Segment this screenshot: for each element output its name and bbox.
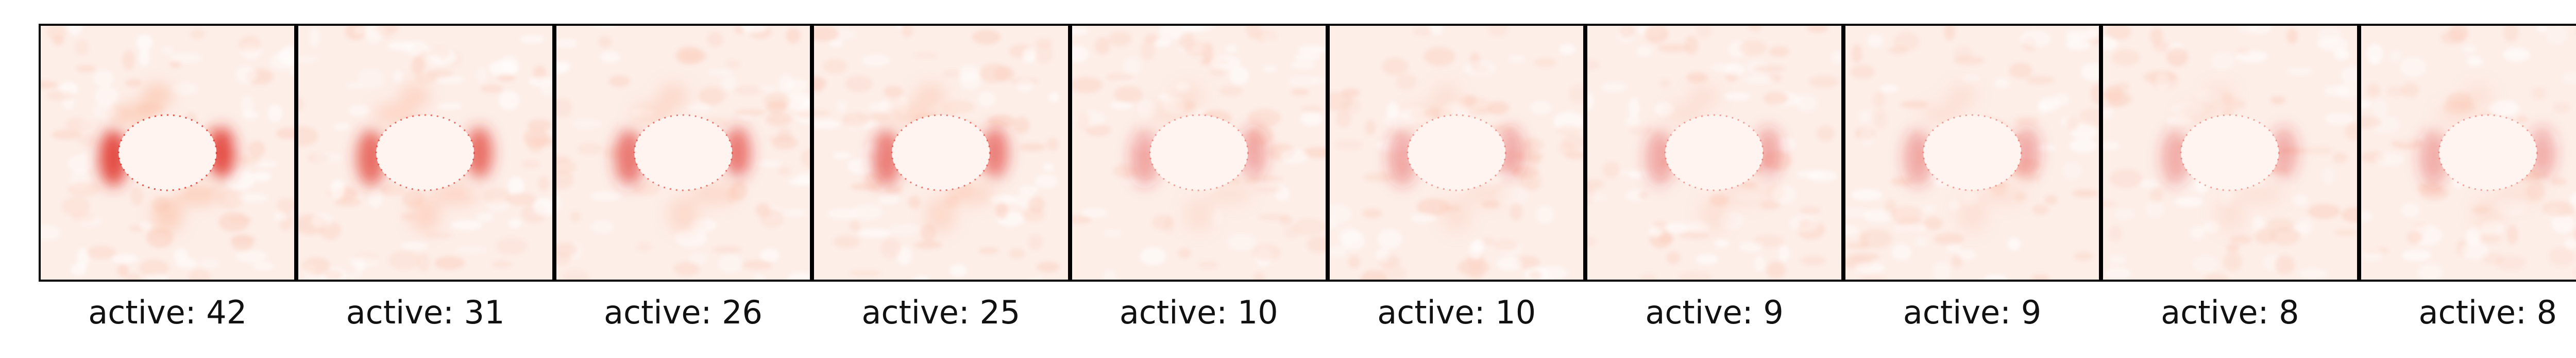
heatmap-halo <box>357 83 493 233</box>
central-ellipse-rim <box>1922 114 2022 191</box>
heatmap-halo <box>2161 83 2298 233</box>
saliency-panel-8: active: 9 <box>1843 24 2102 333</box>
heatmap-image <box>2101 24 2359 282</box>
central-ellipse-rim <box>891 114 991 191</box>
central-ellipse <box>118 115 217 190</box>
saliency-panel-2: active: 31 <box>296 24 554 333</box>
heatmap-halo <box>1903 83 2040 233</box>
panel-caption: active: 26 <box>604 294 762 331</box>
central-ellipse <box>1149 115 1248 190</box>
central-ellipse-rim <box>633 114 733 191</box>
central-ellipse <box>892 115 990 190</box>
panel-caption: active: 9 <box>1645 294 1784 331</box>
heatmap-image <box>1328 24 1586 282</box>
saliency-panel-7: active: 9 <box>1585 24 1843 333</box>
saliency-panel-9: active: 8 <box>2101 24 2359 333</box>
central-ellipse-rim <box>2180 114 2280 191</box>
panel-caption: active: 25 <box>861 294 1021 331</box>
panel-caption: active: 42 <box>88 294 247 331</box>
central-ellipse <box>2438 115 2537 190</box>
heatmap-image <box>1585 24 1843 282</box>
heatmap-image <box>296 24 554 282</box>
saliency-panel-10: active: 8 <box>2359 24 2576 333</box>
central-ellipse-rim <box>376 114 476 191</box>
central-ellipse-rim <box>1665 114 1765 191</box>
heatmap-image <box>1070 24 1328 282</box>
central-ellipse <box>376 115 474 190</box>
saliency-panel-6: active: 10 <box>1328 24 1586 333</box>
central-ellipse <box>634 115 733 190</box>
heatmap-image <box>39 24 297 282</box>
panel-caption: active: 10 <box>1377 294 1536 331</box>
central-ellipse <box>1665 115 1764 190</box>
heatmap-texture <box>296 24 554 282</box>
saliency-panel-3: active: 26 <box>554 24 812 333</box>
panel-caption: active: 10 <box>1119 294 1278 331</box>
saliency-map-strip: active: 42 active: 31 active: 26 active: 25… <box>39 24 2576 333</box>
saliency-panel-1: active: 42 <box>39 24 297 333</box>
central-ellipse-rim <box>117 114 217 191</box>
saliency-panel-4: active: 25 <box>812 24 1070 333</box>
heatmap-image <box>2359 24 2576 282</box>
saliency-panel-5: active: 10 <box>1070 24 1328 333</box>
heatmap-image <box>812 24 1070 282</box>
panel-caption: active: 8 <box>2161 294 2299 331</box>
central-ellipse-rim <box>2438 114 2538 191</box>
heatmap-halo <box>1388 83 1524 233</box>
panel-caption: active: 31 <box>346 294 505 331</box>
central-ellipse-rim <box>1149 114 1249 191</box>
heatmap-halo <box>1646 83 1782 233</box>
central-ellipse <box>1923 115 2022 190</box>
heatmap-image <box>554 24 812 282</box>
central-ellipse-rim <box>1406 114 1506 191</box>
panel-caption: active: 9 <box>1903 294 2042 331</box>
panel-caption: active: 8 <box>2418 294 2557 331</box>
heatmap-halo <box>614 83 751 233</box>
central-ellipse <box>2181 115 2279 190</box>
heatmap-image <box>1843 24 2102 282</box>
central-ellipse <box>1408 115 1506 190</box>
